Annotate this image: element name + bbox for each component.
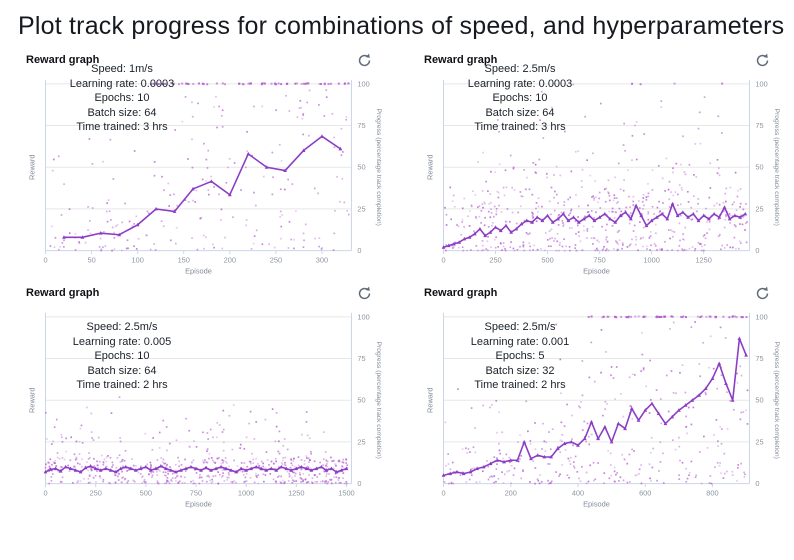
svg-text:75: 75	[755, 121, 763, 130]
refresh-icon	[756, 286, 769, 299]
reward-graph-panel: Reward graph Speed: 2.5m/s Learning rate…	[8, 280, 388, 511]
panel-title: Reward graph	[424, 54, 498, 66]
svg-text:0: 0	[43, 489, 47, 498]
svg-text:75: 75	[357, 354, 365, 363]
svg-text:75: 75	[357, 121, 365, 130]
page-title: Plot track progress for combinations of …	[18, 12, 785, 40]
svg-text:250: 250	[89, 489, 101, 498]
refresh-button[interactable]	[755, 53, 770, 68]
svg-text:600: 600	[639, 489, 651, 498]
svg-text:0: 0	[441, 255, 445, 264]
svg-text:0: 0	[755, 479, 759, 488]
svg-text:Episode: Episode	[583, 266, 610, 275]
panel-header: Reward graph	[406, 47, 786, 69]
panel-title: Reward graph	[26, 54, 100, 66]
svg-text:750: 750	[593, 255, 605, 264]
svg-text:100: 100	[755, 313, 767, 322]
reward-graph-panel: Reward graph Speed: 2.5m/s Learning rate…	[406, 47, 786, 278]
reward-graph-panel: Reward graph Speed: 2.5m/s Learning rate…	[406, 280, 786, 511]
refresh-icon	[756, 53, 769, 66]
refresh-button[interactable]	[357, 53, 372, 68]
svg-text:750: 750	[190, 489, 202, 498]
svg-text:Progress (percentage track com: Progress (percentage track completion)	[375, 342, 382, 459]
svg-text:400: 400	[572, 489, 584, 498]
svg-text:250: 250	[270, 255, 282, 264]
svg-text:50: 50	[357, 396, 365, 405]
svg-text:1000: 1000	[238, 489, 254, 498]
svg-text:100: 100	[357, 79, 369, 88]
svg-text:200: 200	[505, 489, 517, 498]
reward-graph-panel: Reward graph Speed: 1m/s Learning rate: …	[8, 47, 388, 278]
svg-text:Episode: Episode	[185, 500, 212, 509]
svg-text:Progress (percentage track com: Progress (percentage track completion)	[773, 342, 780, 459]
reward-progress-chart: 0 25 50 75 100 0 50 100 150 200 250 300 Episode Rewar…	[28, 79, 382, 275]
svg-text:Reward: Reward	[28, 388, 37, 413]
svg-text:500: 500	[140, 489, 152, 498]
svg-text:0: 0	[357, 246, 361, 255]
svg-text:50: 50	[87, 255, 95, 264]
panel-header: Reward graph	[406, 280, 786, 302]
svg-text:0: 0	[755, 246, 759, 255]
reward-progress-chart: 0 25 50 75 100 0 200 400 600 800 Episode Reward Prog…	[426, 313, 780, 509]
svg-text:500: 500	[541, 255, 553, 264]
svg-text:Reward: Reward	[28, 154, 37, 179]
svg-text:200: 200	[224, 255, 236, 264]
refresh-button[interactable]	[755, 286, 770, 301]
svg-text:0: 0	[357, 479, 361, 488]
svg-text:75: 75	[755, 354, 763, 363]
svg-text:1250: 1250	[288, 489, 304, 498]
svg-text:1500: 1500	[338, 489, 354, 498]
svg-text:1250: 1250	[695, 255, 711, 264]
svg-text:25: 25	[357, 204, 365, 213]
charts-grid: Reward graph Speed: 1m/s Learning rate: …	[0, 47, 794, 512]
svg-text:250: 250	[489, 255, 501, 264]
svg-text:100: 100	[755, 79, 767, 88]
panel-title: Reward graph	[424, 287, 498, 300]
svg-text:Reward: Reward	[426, 388, 435, 413]
svg-text:150: 150	[178, 255, 190, 264]
svg-text:25: 25	[357, 438, 365, 447]
svg-text:0: 0	[43, 255, 47, 264]
refresh-icon	[358, 286, 371, 299]
svg-text:50: 50	[357, 163, 365, 172]
svg-text:100: 100	[357, 313, 369, 322]
svg-text:0: 0	[441, 489, 445, 498]
svg-text:1000: 1000	[643, 255, 659, 264]
svg-text:50: 50	[755, 163, 763, 172]
svg-text:800: 800	[706, 489, 718, 498]
svg-text:Episode: Episode	[583, 500, 610, 509]
panel-header: Reward graph	[8, 280, 388, 302]
svg-text:25: 25	[755, 438, 763, 447]
svg-text:Reward: Reward	[426, 154, 435, 179]
refresh-button[interactable]	[357, 286, 372, 301]
refresh-icon	[358, 53, 371, 66]
svg-text:Episode: Episode	[185, 266, 212, 275]
svg-text:300: 300	[316, 255, 328, 264]
panel-title: Reward graph	[26, 287, 100, 300]
svg-text:Progress (percentage track com: Progress (percentage track completion)	[773, 109, 780, 226]
panel-header: Reward graph	[8, 47, 388, 69]
svg-text:100: 100	[131, 255, 143, 264]
svg-text:25: 25	[755, 204, 763, 213]
svg-text:Progress (percentage track com: Progress (percentage track completion)	[375, 109, 382, 226]
svg-text:50: 50	[755, 396, 763, 405]
